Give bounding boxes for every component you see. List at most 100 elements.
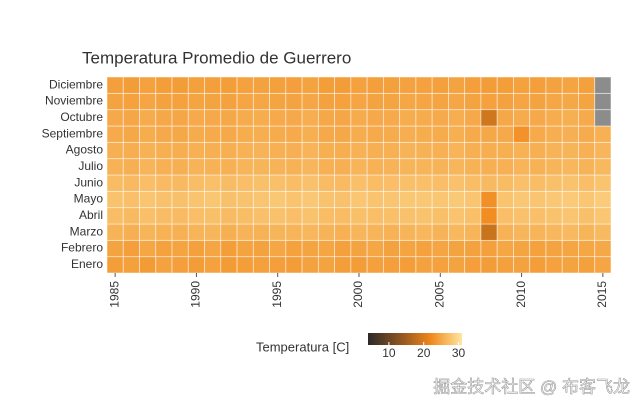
- heat-cell: [106, 125, 124, 143]
- heat-cell: [561, 256, 579, 274]
- heat-cell: [317, 141, 336, 160]
- heat-cell: [236, 158, 254, 176]
- x-tick-label: 2010: [514, 281, 528, 308]
- heat-cell: [513, 207, 531, 225]
- heat-cell: [334, 141, 352, 160]
- heat-cell: [252, 76, 270, 94]
- heat-cell: [285, 109, 303, 127]
- heat-cell: [480, 76, 498, 94]
- heat-cell: [252, 92, 270, 111]
- heat-cell: [448, 256, 466, 274]
- heat-cell: [317, 190, 336, 209]
- heat-cell: [220, 109, 238, 127]
- heat-cell: [334, 158, 352, 176]
- heat-cell: [106, 174, 124, 192]
- heat-cell: [187, 76, 205, 94]
- heat-cell: [529, 223, 547, 241]
- x-tick-label: 2000: [351, 281, 365, 308]
- heat-cell: [204, 158, 222, 176]
- heat-cell: [155, 190, 173, 209]
- heat-cell: [382, 158, 401, 176]
- heat-cell: [529, 109, 547, 127]
- heat-cell: [252, 174, 270, 192]
- x-tick-label: 2015: [595, 281, 609, 308]
- heat-cell: [561, 92, 579, 111]
- heat-cell: [464, 76, 482, 94]
- heat-cell: [366, 92, 384, 111]
- heat-cell: [496, 125, 514, 143]
- heat-cell: [317, 207, 336, 225]
- heat-cell: [545, 125, 563, 143]
- heat-cell: [464, 239, 482, 258]
- heat-cell: [382, 125, 401, 143]
- heat-cell: [366, 141, 384, 160]
- heat-cell: [106, 109, 124, 127]
- heat-cell: [415, 239, 433, 258]
- heat-cell: [464, 125, 482, 143]
- heat-cell: [122, 223, 140, 241]
- heat-cell: [334, 207, 352, 225]
- heat-cell: [399, 207, 417, 225]
- heat-cell: [350, 109, 368, 127]
- heat-cell: [252, 141, 270, 160]
- heat-cell: [545, 223, 563, 241]
- heat-cell: [122, 207, 140, 225]
- heat-cell: [496, 174, 514, 192]
- heat-cell: [236, 239, 254, 258]
- heat-cell: [269, 174, 287, 192]
- y-tick-label: Marzo: [70, 224, 104, 238]
- heat-cell: [366, 109, 384, 127]
- heat-cell: [464, 158, 482, 176]
- heat-cell: [139, 207, 157, 225]
- heat-cell: [139, 141, 157, 160]
- heat-cell: [529, 174, 547, 192]
- heat-cell: [187, 158, 205, 176]
- heat-cell: [171, 158, 189, 176]
- heat-cell: [431, 256, 449, 274]
- heat-cell: [366, 239, 384, 258]
- x-tick-label: 1995: [270, 281, 284, 308]
- heat-cell: [187, 207, 205, 225]
- heat-cell: [122, 125, 140, 143]
- heat-cell: [366, 190, 384, 209]
- legend-title: Temperatura [C]: [256, 339, 349, 354]
- heat-cell: [252, 125, 270, 143]
- heat-cell: [106, 92, 124, 111]
- heat-cell: [187, 92, 205, 111]
- heat-cell: [334, 190, 352, 209]
- heat-cell: [236, 92, 254, 111]
- heat-cell: [464, 223, 482, 241]
- heat-cell: [529, 158, 547, 176]
- heat-cell: [269, 76, 287, 94]
- heat-cell: [513, 109, 531, 127]
- heat-cell: [529, 207, 547, 225]
- heat-cell: [561, 223, 579, 241]
- heat-cell: [578, 174, 596, 192]
- heat-cell: [106, 256, 124, 274]
- heat-cell: [480, 207, 498, 225]
- heat-cell: [301, 92, 319, 111]
- heat-cell: [155, 92, 173, 111]
- heat-cell: [431, 190, 449, 209]
- heat-cell: [382, 109, 401, 127]
- heat-cell: [317, 174, 336, 192]
- heat-cell: [236, 141, 254, 160]
- heat-cell: [496, 239, 514, 258]
- heat-cell: [269, 207, 287, 225]
- heat-cell: [496, 223, 514, 241]
- heat-cell: [334, 92, 352, 111]
- heat-cell: [496, 158, 514, 176]
- heat-cell: [350, 141, 368, 160]
- heat-cell: [317, 125, 336, 143]
- heat-cell: [578, 141, 596, 160]
- heat-cell: [106, 207, 124, 225]
- heat-cell: [431, 141, 449, 160]
- heat-cell: [285, 207, 303, 225]
- heat-cell: [334, 174, 352, 192]
- y-tick-label: Abril: [79, 208, 103, 222]
- heat-cell: [382, 190, 401, 209]
- heat-cell: [415, 223, 433, 241]
- heat-cell: [285, 256, 303, 274]
- heat-cell: [171, 92, 189, 111]
- heat-cell: [171, 190, 189, 209]
